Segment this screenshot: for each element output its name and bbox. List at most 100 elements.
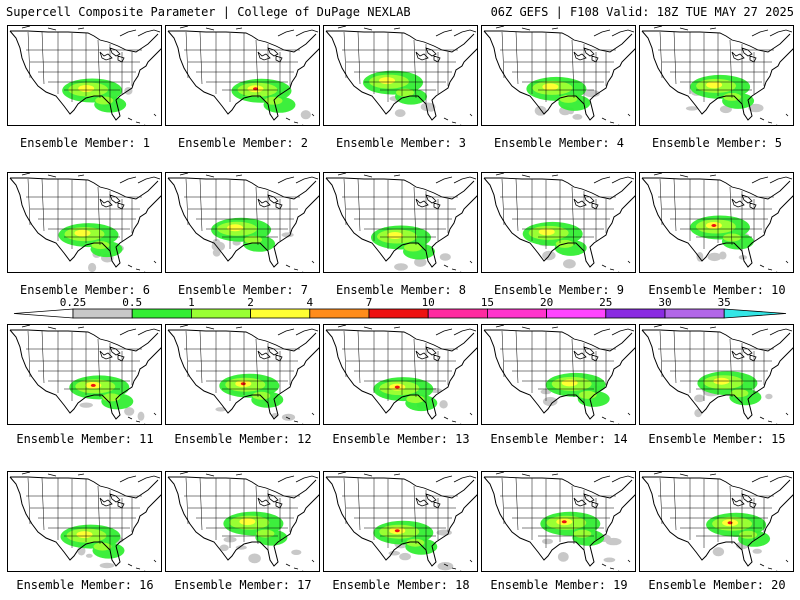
state-borders — [342, 31, 458, 104]
national-border — [484, 30, 633, 53]
ensemble-member-map — [323, 324, 478, 425]
ensemble-member-label: Ensemble Member: 3 — [335, 136, 467, 150]
national-border — [10, 177, 159, 200]
state-borders — [500, 178, 616, 251]
ensemble-member-map — [323, 471, 478, 572]
color-scale-tick: 15 — [480, 296, 495, 309]
coastline — [325, 476, 477, 567]
coastline — [9, 177, 161, 268]
coastline — [483, 177, 635, 268]
us-map — [325, 325, 477, 424]
us-map — [9, 173, 161, 272]
state-borders — [184, 31, 300, 104]
ensemble-member-label: Ensemble Member: 5 — [651, 136, 783, 150]
us-map — [641, 472, 793, 571]
ensemble-member-label: Ensemble Member: 4 — [493, 136, 625, 150]
national-border — [642, 329, 791, 352]
scp-shading — [689, 215, 754, 262]
state-borders — [500, 31, 616, 104]
ensemble-member-label: Ensemble Member: 9 — [493, 283, 625, 297]
state-borders — [26, 477, 142, 550]
state-borders — [342, 178, 458, 251]
color-scale-segment — [250, 308, 311, 319]
color-scale-tick: 25 — [599, 296, 613, 309]
ensemble-member-map — [165, 25, 320, 126]
coastline — [167, 329, 319, 420]
color-scale-segment — [427, 308, 488, 319]
national-border — [10, 476, 159, 499]
us-map — [483, 472, 635, 571]
scp-shading — [706, 512, 771, 557]
us-map — [167, 26, 319, 125]
ensemble-member-label: Ensemble Member: 7 — [177, 283, 309, 297]
national-border — [10, 30, 159, 53]
color-scale-segment — [190, 308, 251, 319]
color-scale-tick: 2 — [247, 296, 254, 309]
us-map — [483, 173, 635, 272]
ensemble-member-label: Ensemble Member: 11 — [16, 432, 154, 446]
scp-shading — [522, 221, 587, 269]
state-borders — [658, 477, 774, 550]
color-scale-tick: 35 — [717, 296, 731, 309]
national-border — [168, 30, 317, 53]
national-border — [484, 177, 633, 200]
us-map — [167, 325, 319, 424]
state-borders — [342, 330, 458, 403]
ensemble-member-map — [639, 324, 794, 425]
coastline — [9, 30, 161, 121]
us-map — [325, 173, 477, 272]
map-title: Supercell Composite Parameter | College … — [6, 5, 411, 19]
national-border — [484, 329, 633, 352]
ensemble-member-label: Ensemble Member: 20 — [648, 578, 786, 592]
color-scale-tick: 30 — [658, 296, 672, 309]
coastline — [483, 329, 635, 420]
ensemble-member-map — [323, 172, 478, 273]
ensemble-member-label: Ensemble Member: 10 — [648, 283, 786, 297]
ensemble-member-map — [7, 471, 162, 572]
national-border — [326, 476, 475, 499]
ensemble-member-label: Ensemble Member: 6 — [19, 283, 151, 297]
us-map — [9, 26, 161, 125]
color-scale-segment — [664, 308, 725, 319]
coastline — [641, 329, 793, 420]
scp-shading — [60, 524, 125, 569]
coastline — [641, 177, 793, 268]
coastline — [325, 329, 477, 420]
state-borders — [184, 477, 300, 550]
color-scale-segment — [131, 308, 192, 319]
ensemble-member-label: Ensemble Member: 15 — [648, 432, 786, 446]
color-scale-segment — [546, 308, 607, 319]
us-map — [483, 325, 635, 424]
color-scale-tick: 0.5 — [122, 296, 143, 309]
us-map — [9, 472, 161, 571]
ensemble-member-map — [165, 172, 320, 273]
ensemble-member-map — [481, 172, 636, 273]
coastline — [167, 177, 319, 268]
ensemble-member-label: Ensemble Member: 2 — [177, 136, 309, 150]
color-scale-tick: 1 — [188, 296, 195, 309]
ensemble-member-map — [7, 25, 162, 126]
scp-shading — [363, 70, 436, 117]
coastline — [483, 476, 635, 567]
scp-shading — [540, 511, 622, 563]
national-border — [168, 329, 317, 352]
coastline — [483, 30, 635, 121]
coastline — [167, 30, 319, 121]
ensemble-member-map — [323, 25, 478, 126]
scp-shading — [540, 372, 610, 407]
us-map — [483, 26, 635, 125]
state-borders — [184, 178, 300, 251]
ensemble-member-label: Ensemble Member: 8 — [335, 283, 467, 297]
state-borders — [658, 330, 774, 403]
scp-shading — [526, 76, 600, 120]
us-map — [641, 325, 793, 424]
coastline — [9, 476, 161, 567]
coastline — [9, 329, 161, 420]
national-border — [326, 177, 475, 200]
ensemble-member-map — [639, 172, 794, 273]
state-borders — [658, 178, 774, 251]
us-map — [9, 325, 161, 424]
ensemble-member-label: Ensemble Member: 19 — [490, 578, 628, 592]
national-border — [326, 30, 475, 53]
coastline — [641, 476, 793, 567]
